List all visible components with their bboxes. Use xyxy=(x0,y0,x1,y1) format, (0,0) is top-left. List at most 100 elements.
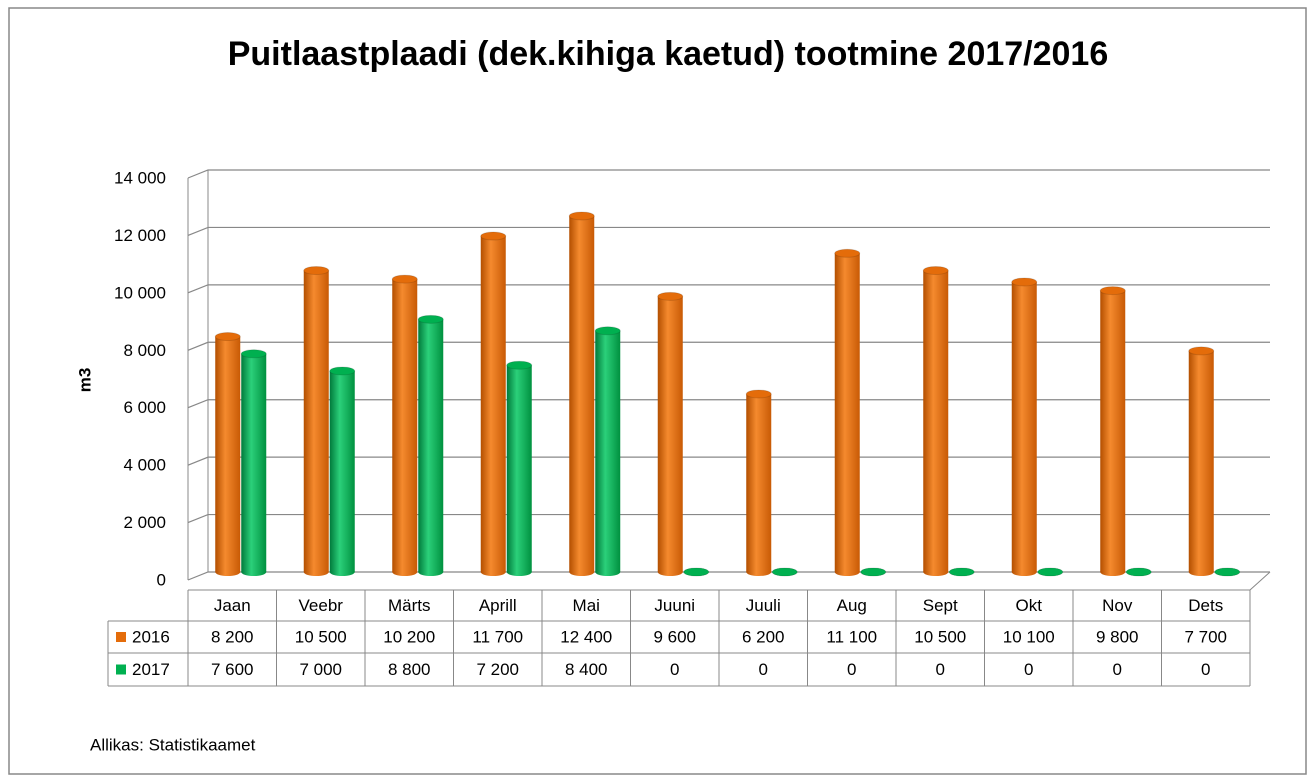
bar-top xyxy=(329,366,356,376)
bar-base xyxy=(241,568,267,576)
bar-top xyxy=(922,266,949,275)
bar xyxy=(923,270,949,572)
grid-line xyxy=(187,571,1270,581)
legend-swatch xyxy=(116,664,126,675)
bar-base xyxy=(746,568,772,576)
bar-base xyxy=(506,568,532,576)
data-label: 0 xyxy=(847,660,856,679)
data-label: 8 800 xyxy=(388,660,431,679)
data-label: 11 100 xyxy=(826,627,877,646)
bar xyxy=(480,236,506,573)
x-tick-label: Sept xyxy=(923,596,958,615)
data-label: 0 xyxy=(1201,660,1210,679)
bar-base xyxy=(215,568,241,576)
data-label: 11 700 xyxy=(472,627,523,646)
x-tick-label: Okt xyxy=(1016,596,1043,615)
x-tick-label: Aprill xyxy=(479,596,517,615)
bar-top xyxy=(948,567,975,577)
data-label: 10 500 xyxy=(295,627,347,646)
bar-top xyxy=(745,389,772,399)
bar-base xyxy=(1100,568,1126,576)
bar xyxy=(569,215,595,572)
y-tick-label: 4 000 xyxy=(123,456,166,475)
data-label: 12 400 xyxy=(560,627,612,646)
bar-top xyxy=(240,349,267,359)
bar-top xyxy=(1214,567,1241,577)
bar-top xyxy=(1188,346,1215,356)
y-tick-label: 8 000 xyxy=(123,341,166,360)
x-tick-label: Nov xyxy=(1102,596,1133,615)
data-label: 10 200 xyxy=(383,627,435,646)
grid-line xyxy=(187,284,1270,294)
bar xyxy=(1188,350,1214,572)
legend-label: 2017 xyxy=(132,660,170,679)
bar xyxy=(329,371,355,572)
bar-base xyxy=(329,568,355,576)
x-tick-label: Veebr xyxy=(299,596,344,615)
bar-top xyxy=(568,211,595,221)
bar xyxy=(392,279,418,572)
bar-base xyxy=(480,568,506,576)
grid-line xyxy=(187,341,1270,351)
bar-top xyxy=(214,332,241,342)
legend-swatch xyxy=(116,632,126,642)
grid-line xyxy=(187,399,1270,409)
y-tick-label: 12 000 xyxy=(114,226,166,245)
grid-line xyxy=(187,456,1270,466)
bar xyxy=(303,270,329,572)
bar-top xyxy=(391,274,418,284)
grid-line xyxy=(187,169,1270,179)
bar xyxy=(1011,281,1037,572)
bar xyxy=(418,319,444,572)
bar-top xyxy=(860,567,887,577)
bar xyxy=(657,296,683,572)
bar-base xyxy=(303,568,329,576)
data-label: 7 700 xyxy=(1184,627,1227,646)
data-label: 7 200 xyxy=(476,660,519,679)
bar-base xyxy=(923,568,949,576)
bar xyxy=(1100,290,1126,572)
legend-label: 2016 xyxy=(132,627,170,646)
data-label: 0 xyxy=(1024,660,1033,679)
data-label: 7 600 xyxy=(211,660,254,679)
x-tick-label: Märts xyxy=(388,596,431,615)
data-label: 7 000 xyxy=(299,660,342,679)
x-tick-label: Juuli xyxy=(746,596,781,615)
data-label: 9 600 xyxy=(653,627,696,646)
bar-top xyxy=(303,266,330,275)
bar-base xyxy=(1011,568,1037,576)
bar-top xyxy=(594,326,621,336)
y-tick-label: 10 000 xyxy=(114,283,166,302)
data-label: 8 200 xyxy=(211,627,254,646)
y-tick-label: 6 000 xyxy=(123,398,166,417)
bar-top xyxy=(506,360,533,370)
grid-line xyxy=(187,226,1270,236)
x-tick-label: Aug xyxy=(837,596,867,615)
y-tick-label: 2 000 xyxy=(123,513,166,532)
x-tick-label: Juuni xyxy=(654,596,695,615)
bar xyxy=(746,393,772,572)
source-note: Allikas: Statistikaamet xyxy=(90,735,256,754)
bar-base xyxy=(418,568,444,576)
data-label: 8 400 xyxy=(565,660,608,679)
bar xyxy=(506,365,532,572)
bar-top xyxy=(1099,286,1126,296)
data-label: 9 800 xyxy=(1096,627,1139,646)
bar-top xyxy=(657,291,684,301)
bar-base xyxy=(569,568,595,576)
bar-top xyxy=(417,314,444,324)
bar-top xyxy=(834,248,861,258)
data-label: 10 100 xyxy=(1003,627,1055,646)
bar-top xyxy=(480,231,507,241)
x-tick-label: Jaan xyxy=(214,596,251,615)
bar-top xyxy=(1037,567,1064,577)
x-tick-label: Mai xyxy=(573,596,600,615)
y-tick-label: 14 000 xyxy=(114,168,166,187)
bar-top xyxy=(1125,567,1152,577)
x-tick-label: Dets xyxy=(1188,596,1223,615)
bar-base xyxy=(834,568,860,576)
data-label: 0 xyxy=(1113,660,1122,679)
bar xyxy=(834,253,860,572)
